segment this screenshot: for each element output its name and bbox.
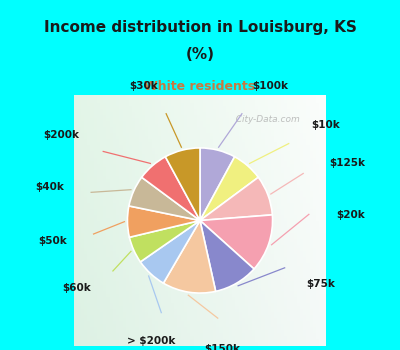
Wedge shape (200, 177, 272, 220)
Text: > $200k: > $200k (128, 336, 176, 346)
Wedge shape (165, 148, 200, 220)
Text: $60k: $60k (62, 283, 91, 293)
Text: $50k: $50k (38, 236, 67, 246)
Text: $100k: $100k (252, 82, 288, 91)
Wedge shape (128, 206, 200, 237)
Text: $200k: $200k (43, 130, 79, 140)
Text: $150k: $150k (204, 343, 240, 350)
Wedge shape (200, 148, 235, 220)
Wedge shape (163, 220, 216, 293)
Text: $75k: $75k (306, 279, 335, 289)
Wedge shape (140, 220, 200, 283)
Text: City-Data.com: City-Data.com (230, 115, 300, 124)
Text: $30k: $30k (129, 82, 158, 91)
Text: $10k: $10k (311, 120, 340, 130)
Wedge shape (129, 177, 200, 220)
Wedge shape (129, 220, 200, 262)
Text: $20k: $20k (336, 210, 365, 220)
Text: (%): (%) (186, 47, 214, 62)
Wedge shape (200, 220, 254, 291)
Wedge shape (142, 157, 200, 220)
Wedge shape (200, 215, 272, 269)
Wedge shape (200, 157, 258, 220)
Text: $40k: $40k (35, 182, 64, 192)
Text: $125k: $125k (329, 158, 365, 168)
Text: White residents: White residents (144, 80, 256, 93)
Text: Income distribution in Louisburg, KS: Income distribution in Louisburg, KS (44, 20, 356, 35)
